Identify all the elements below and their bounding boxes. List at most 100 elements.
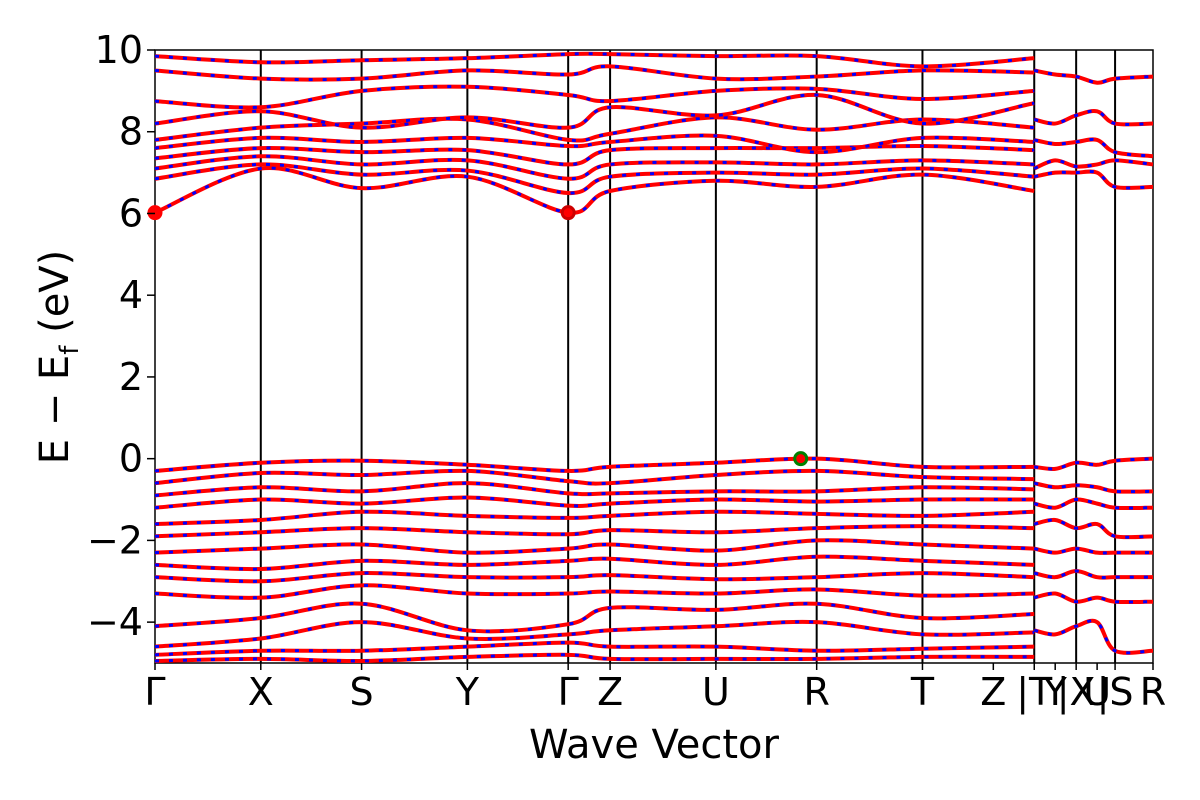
band-down-34 — [1033, 569, 1153, 580]
x-tick-label-7: R — [803, 670, 829, 714]
band-down-17 — [155, 555, 1035, 571]
band-down-20 — [155, 602, 1035, 633]
band-down-9 — [155, 52, 1035, 68]
band-up-0 — [155, 166, 1035, 215]
x-tick-label-12: |X — [1057, 670, 1096, 715]
x-tick-label-0: Γ — [144, 670, 165, 714]
x-tick-label-11: Y — [1043, 670, 1068, 714]
band-down-36 — [1033, 619, 1153, 655]
y-tick-label-2: 0 — [119, 437, 143, 481]
band-down-19 — [155, 583, 1035, 600]
band-down-12 — [155, 481, 1035, 497]
band-up-35 — [1033, 591, 1153, 604]
band-down-5 — [155, 115, 1035, 142]
band-up-11 — [155, 468, 1035, 486]
band-up-9 — [155, 51, 1035, 69]
band-up-17 — [155, 554, 1035, 572]
y-tick-label-0: −4 — [87, 600, 143, 644]
y-tick-label-6: 8 — [119, 110, 143, 154]
y-tick-label-7: 10 — [95, 28, 143, 72]
band-up-33 — [1033, 546, 1153, 555]
band-up-27 — [1033, 158, 1153, 171]
x-tick-label-9: Z — [980, 670, 1006, 714]
band-up-21 — [155, 619, 1035, 649]
x-tick-label-8: T — [910, 670, 935, 714]
band-down-13 — [155, 495, 1035, 510]
x-tick-label-3: Y — [455, 670, 480, 714]
band-down-30 — [1033, 481, 1153, 494]
band-down-14 — [155, 510, 1035, 526]
x-axis-label: Wave Vector — [529, 722, 780, 768]
band-up-26 — [1033, 137, 1153, 159]
cbm-marker-1 — [560, 205, 576, 221]
band-down-7 — [155, 85, 1035, 109]
band-up-16 — [155, 538, 1035, 555]
x-tick-label-10: |T — [1016, 670, 1053, 715]
band-up-32 — [1033, 517, 1153, 540]
plot-frame — [154, 49, 1154, 664]
y-tick-label-4: 4 — [119, 273, 143, 317]
band-up-22 — [155, 640, 1035, 657]
band-up-10 — [155, 456, 1035, 473]
band-up-24 — [1033, 68, 1153, 85]
x-tick-label-15: R — [1140, 670, 1166, 714]
vbm-marker-2 — [793, 451, 809, 467]
y-axis-label: E − Ef (eV) — [32, 250, 85, 465]
band-up-7 — [155, 84, 1035, 110]
band-down-27 — [1033, 158, 1153, 170]
band-up-29 — [1033, 456, 1153, 472]
x-tick-label-5: Z — [597, 670, 623, 714]
band-up-36 — [1033, 618, 1153, 655]
x-tick-label-14: |S — [1097, 670, 1134, 715]
y-tick-label-1: −2 — [87, 518, 143, 562]
band-down-18 — [155, 571, 1035, 583]
band-up-31 — [1033, 497, 1153, 511]
x-tick-label-13: U — [1083, 670, 1111, 714]
x-tick-label-6: U — [702, 670, 730, 714]
x-tick-label-1: X — [248, 670, 274, 714]
band-down-35 — [1033, 591, 1153, 604]
band-up-34 — [1033, 569, 1153, 580]
y-tick-label-5: 6 — [119, 191, 143, 235]
markers — [147, 205, 809, 467]
x-axis-ticks: Γ X S Y Γ Z U R T Z |TY|XU|S R — [144, 663, 1166, 715]
band-down-23 — [155, 653, 1035, 663]
band-up-14 — [155, 509, 1035, 527]
y-axis-label-unit: (eV) — [32, 250, 78, 346]
band-down-11 — [155, 469, 1035, 486]
band-up-18 — [155, 571, 1035, 584]
band-up-23 — [155, 652, 1035, 663]
x-tick-label-4: Γ — [558, 670, 579, 714]
band-down-22 — [155, 641, 1035, 657]
band-down-28 — [1033, 170, 1153, 190]
band-up-2 — [155, 154, 1035, 181]
band-down-33 — [1033, 547, 1153, 555]
band-down-31 — [1033, 497, 1153, 510]
band-down-8 — [155, 64, 1035, 82]
band-down-4 — [155, 134, 1035, 154]
band-down-6 — [155, 93, 1035, 130]
y-axis-ticks: −4 −2 0 2 4 6 8 10 — [87, 28, 155, 644]
cbm-marker-0 — [147, 205, 163, 221]
y-tick-label-3: 2 — [119, 355, 143, 399]
x-tick-label-2: S — [350, 670, 374, 714]
band-up-15 — [155, 524, 1035, 539]
band-up-8 — [155, 64, 1035, 82]
band-down-10 — [155, 457, 1035, 473]
band-down-1 — [155, 162, 1035, 195]
band-up-13 — [155, 495, 1035, 510]
y-axis-label-main: E − E — [32, 355, 78, 465]
bands — [155, 51, 1153, 663]
band-down-21 — [155, 620, 1035, 649]
band-down-3 — [155, 144, 1035, 166]
band-down-15 — [155, 524, 1035, 538]
band-up-25 — [1033, 109, 1153, 127]
band-down-16 — [155, 538, 1035, 555]
band-down-0 — [155, 166, 1035, 215]
band-up-19 — [155, 583, 1035, 600]
y-axis-label-sub: f — [55, 345, 85, 355]
band-up-28 — [1033, 169, 1153, 190]
band-down-24 — [1033, 68, 1153, 85]
band-down-29 — [1034, 457, 1153, 471]
